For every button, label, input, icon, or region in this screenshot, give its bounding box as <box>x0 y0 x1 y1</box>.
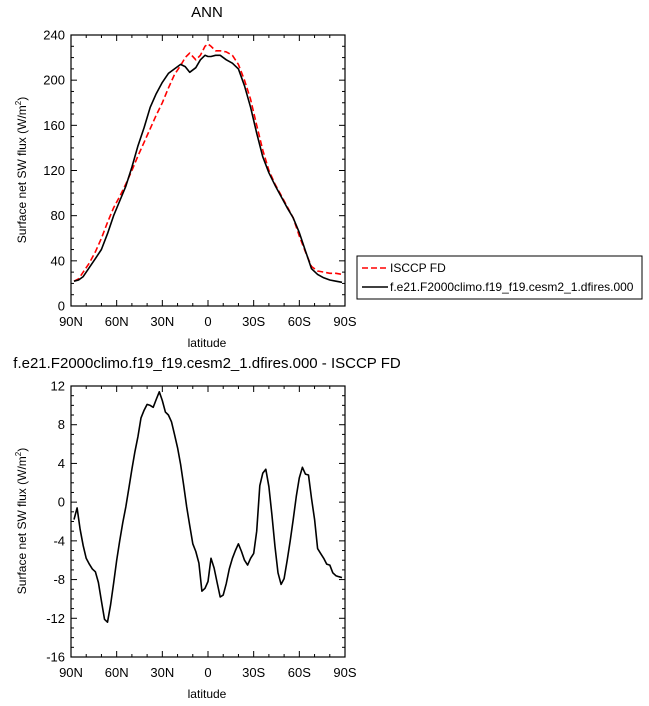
top-y-tick-label: 160 <box>43 118 65 133</box>
bottom-y-tick-label: -16 <box>46 650 65 665</box>
legend: ISCCP FD f.e21.F2000climo.f19_f19.cesm2_… <box>356 255 643 300</box>
bottom-y-axis-title: Surface net SW flux (W/m2) <box>14 448 29 594</box>
bottom-y-tick-label: 0 <box>58 495 65 510</box>
bottom-x-tick-label: 60N <box>105 665 129 680</box>
bottom-difference-line <box>73 390 343 624</box>
top-x-tick-label: 60S <box>288 314 311 329</box>
top-x-axis-title: latitude <box>188 336 227 350</box>
top-y-tick-labels: 0 40 80 120 160 200 240 <box>43 28 65 314</box>
top-y-axis-title-sup: 2 <box>14 100 23 105</box>
top-y-axis-title-close: ) <box>15 97 29 101</box>
top-y-tick-label: 80 <box>51 208 65 223</box>
top-series-line-model <box>73 54 343 284</box>
bottom-x-tick-label: 60S <box>288 665 311 680</box>
bottom-x-tick-label: 90S <box>333 665 356 680</box>
top-y-axis-title: Surface net SW flux (W/m2) <box>14 97 29 243</box>
bottom-plot-frame <box>70 385 346 658</box>
top-x-tick-label: 90S <box>333 314 356 329</box>
bottom-y-axis-title-close: ) <box>15 448 29 452</box>
bottom-y-tick-label: 12 <box>51 379 65 394</box>
top-panel: ANN 90N 60N 30N 0 30S 60S 90S 0 40 80 120 160 200 24… <box>14 4 643 350</box>
bottom-y-axis-title-main: Surface net SW flux (W/m <box>15 456 29 594</box>
bottom-x-tick-label: 0 <box>204 665 211 680</box>
top-y-axis-title-main: Surface net SW flux (W/m <box>15 105 29 243</box>
top-y-tick-label: 120 <box>43 163 65 178</box>
top-chart-title: ANN <box>191 4 223 21</box>
top-axis-ticks <box>70 34 346 307</box>
bottom-y-tick-label: 4 <box>58 456 65 471</box>
top-x-tick-labels: 90N 60N 30N 0 30S 60S 90S <box>59 314 357 329</box>
bottom-x-axis-title: latitude <box>188 687 227 701</box>
top-series-lines <box>73 43 343 284</box>
bottom-y-tick-label: 8 <box>58 417 65 432</box>
legend-box <box>356 255 643 300</box>
legend-label-model: f.e21.F2000climo.f19_f19.cesm2_1.dfires.… <box>390 280 634 294</box>
bottom-y-tick-label: -12 <box>46 611 65 626</box>
bottom-axis-ticks <box>70 385 346 658</box>
top-x-tick-label: 30S <box>242 314 265 329</box>
top-y-tick-label: 0 <box>58 299 65 314</box>
bottom-chart-title: f.e21.F2000climo.f19_f19.cesm2_1.dfires.… <box>13 355 401 372</box>
top-x-tick-label: 30N <box>150 314 174 329</box>
top-plot-frame <box>70 34 346 307</box>
bottom-y-tick-label: -4 <box>53 533 65 548</box>
top-y-tick-label: 240 <box>43 28 65 43</box>
bottom-x-tick-label: 30N <box>150 665 174 680</box>
top-x-tick-label: 0 <box>204 314 211 329</box>
bottom-x-tick-label: 30S <box>242 665 265 680</box>
legend-label-isccp: ISCCP FD <box>390 261 446 275</box>
top-x-tick-label: 90N <box>59 314 83 329</box>
bottom-y-tick-label: -8 <box>53 572 65 587</box>
top-x-tick-label: 60N <box>105 314 129 329</box>
top-y-tick-label: 200 <box>43 73 65 88</box>
bottom-y-axis-title-sup: 2 <box>14 451 23 456</box>
bottom-panel: f.e21.F2000climo.f19_f19.cesm2_1.dfires.… <box>13 355 401 701</box>
top-y-tick-label: 40 <box>51 253 65 268</box>
bottom-series-lines <box>73 390 343 624</box>
bottom-x-tick-label: 90N <box>59 665 83 680</box>
bottom-y-tick-labels: -16 -12 -8 -4 0 4 8 12 <box>46 379 65 665</box>
bottom-x-tick-labels: 90N 60N 30N 0 30S 60S 90S <box>59 665 357 680</box>
top-series-line-isccp <box>73 43 343 282</box>
